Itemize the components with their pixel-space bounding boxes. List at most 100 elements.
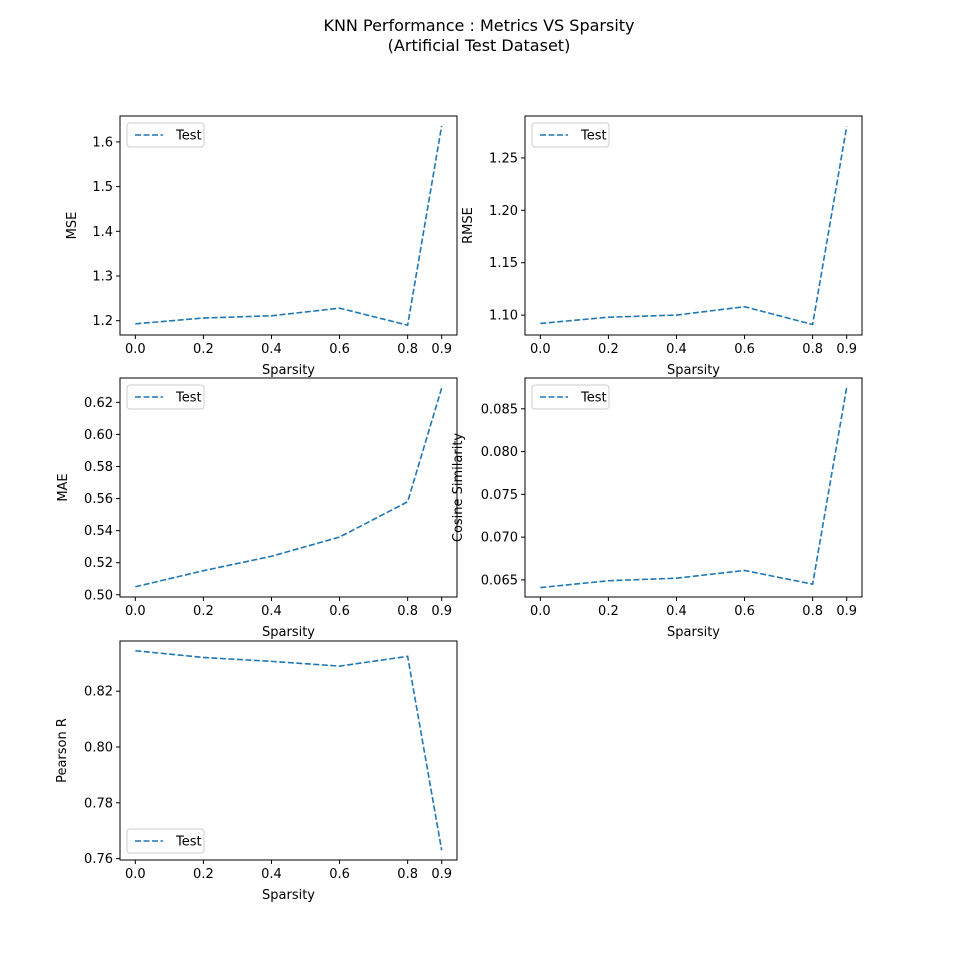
figure-title-line2: (Artificial Test Dataset)	[387, 36, 571, 55]
y-axis-label: MSE	[65, 212, 80, 240]
x-tick-label: 0.8	[397, 604, 418, 619]
legend-label: Test	[580, 129, 607, 144]
x-tick-label: 0.4	[666, 604, 687, 619]
legend: Test	[126, 384, 205, 410]
y-tick-label: 1.15	[489, 256, 518, 271]
y-tick-label: 0.60	[84, 428, 113, 443]
x-axis-label: Sparsity	[667, 363, 720, 378]
x-tick-label: 0.0	[125, 867, 146, 882]
x-axis-label: Sparsity	[262, 888, 315, 903]
y-tick-label: 0.54	[84, 524, 113, 539]
legend-label: Test	[580, 391, 607, 406]
y-tick-label: 1.2	[92, 314, 113, 329]
data-point	[339, 536, 341, 538]
y-tick-label: 0.58	[84, 460, 113, 475]
data-point	[203, 570, 205, 572]
x-axis-label: Sparsity	[262, 625, 315, 640]
subplot-1: 0.0 0.2 0.4 0.6 0.8 0.9 1.2 1.3 1.4 1.5 1.6 Sparsit…	[65, 115, 458, 378]
x-tick-label: 0.2	[598, 604, 619, 619]
legend-label: Test	[175, 391, 202, 406]
axes-frame	[119, 377, 458, 598]
axes-frame	[119, 640, 458, 861]
data-point	[441, 125, 443, 127]
y-tick-label: 0.52	[84, 556, 113, 571]
legend: Test	[126, 122, 205, 148]
data-point	[812, 324, 814, 326]
y-tick-label: 0.065	[481, 573, 518, 588]
y-axis-label: RMSE	[461, 207, 476, 244]
legend-label: Test	[175, 129, 202, 144]
legend: Test	[531, 122, 610, 148]
data-point	[676, 314, 678, 316]
y-tick-label: 0.075	[481, 488, 518, 503]
y-tick-label: 0.070	[481, 531, 518, 546]
data-point	[203, 317, 205, 319]
legend-label: Test	[175, 835, 202, 850]
legend-box	[531, 384, 610, 410]
data-point	[608, 580, 610, 582]
x-tick-label: 0.4	[261, 604, 282, 619]
data-point	[135, 650, 137, 652]
data-point	[407, 501, 409, 503]
series-line-test	[135, 649, 443, 851]
data-point	[271, 661, 273, 663]
y-axis-label: MAE	[56, 473, 71, 501]
data-point	[339, 665, 341, 667]
data-point	[271, 555, 273, 557]
axes-frame	[119, 115, 458, 336]
axes-frame	[524, 115, 863, 336]
data-point	[135, 323, 137, 325]
figure-title: KNN Performance : Metrics VS Sparsity (A…	[0, 16, 958, 56]
series-line-test	[540, 126, 848, 326]
legend-box	[126, 122, 205, 148]
data-point	[339, 307, 341, 309]
data-point	[676, 577, 678, 579]
legend: Test	[126, 828, 205, 854]
x-tick-label: 0.8	[802, 604, 823, 619]
y-axis-label: Pearson R	[55, 718, 70, 783]
y-tick-label: 0.78	[84, 796, 113, 811]
x-tick-label: 0.6	[329, 342, 350, 357]
data-point	[744, 570, 746, 572]
x-tick-label: 0.2	[193, 604, 214, 619]
subplot-3: 0.0 0.2 0.4 0.6 0.8 0.9 0.50 0.52 0.54 0.56 0.58 0.…	[56, 377, 458, 640]
y-tick-label: 0.82	[84, 685, 113, 700]
data-point	[271, 315, 273, 317]
x-tick-label: 0.4	[666, 342, 687, 357]
x-axis-label: Sparsity	[667, 625, 720, 640]
legend-box	[531, 122, 610, 148]
data-point	[135, 586, 137, 588]
x-tick-label: 0.6	[734, 604, 755, 619]
data-point	[540, 323, 542, 325]
x-tick-label: 0.0	[530, 604, 551, 619]
y-tick-label: 1.6	[92, 135, 113, 150]
x-tick-label: 0.0	[530, 342, 551, 357]
x-tick-label: 0.9	[431, 867, 452, 882]
x-tick-label: 0.9	[836, 604, 857, 619]
data-point	[441, 849, 443, 851]
y-tick-label: 0.62	[84, 396, 113, 411]
data-point	[407, 656, 409, 658]
subplot-4: 0.0 0.2 0.4 0.6 0.8 0.9 0.065 0.070 0.075 0.080 0.…	[451, 377, 863, 640]
subplot-2: 0.0 0.2 0.4 0.6 0.8 0.9 1.10 1.15 1.20 1.25 Sparsi…	[461, 115, 863, 378]
legend: Test	[531, 384, 610, 410]
x-tick-label: 0.9	[431, 604, 452, 619]
subplot-5: 0.0 0.2 0.4 0.6 0.8 0.9 0.76 0.78 0.80 0.82 Sparsi…	[55, 640, 458, 903]
y-tick-label: 1.3	[92, 270, 113, 285]
series-line-test	[135, 387, 443, 588]
data-point	[540, 587, 542, 589]
y-tick-label: 0.56	[84, 492, 113, 507]
data-point	[812, 583, 814, 585]
x-axis-label: Sparsity	[262, 363, 315, 378]
x-tick-label: 0.8	[802, 342, 823, 357]
y-tick-label: 0.80	[84, 741, 113, 756]
x-tick-label: 0.8	[397, 867, 418, 882]
y-tick-label: 0.76	[84, 852, 113, 867]
y-axis-label: Cosine Similarity	[451, 433, 466, 543]
data-point	[744, 306, 746, 308]
legend-box	[126, 828, 205, 854]
legend-box	[126, 384, 205, 410]
x-tick-label: 0.6	[734, 342, 755, 357]
x-tick-label: 0.2	[598, 342, 619, 357]
